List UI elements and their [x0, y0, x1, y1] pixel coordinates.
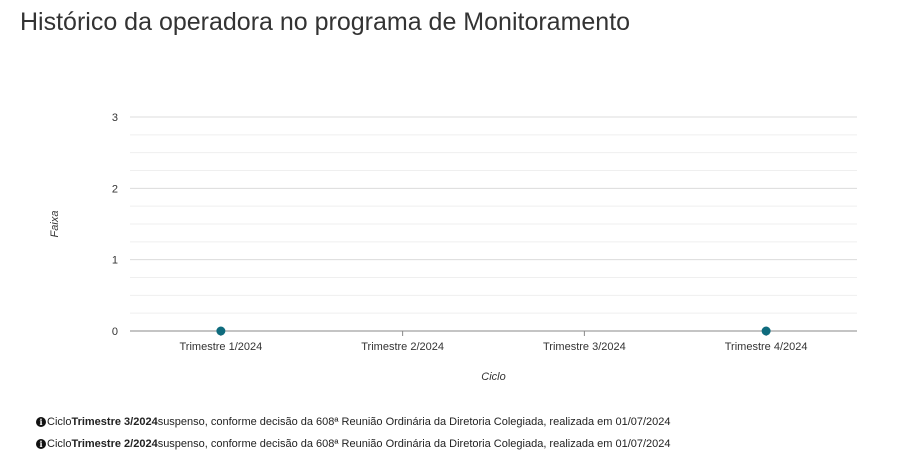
y-tick-label: 1	[112, 255, 118, 267]
note-item: i Ciclo Trimestre 2/2024 suspenso, confo…	[36, 433, 671, 455]
info-icon: i	[36, 439, 46, 449]
y-tick-label: 3	[112, 112, 118, 124]
monitoring-history-chart: 0 1 2 3 Trimestre 1/2024 Trimestre 2/2024 Trim…	[49, 112, 857, 383]
note-text: suspenso, conforme decisão da 608ª Reuni…	[157, 438, 671, 450]
y-axis-title: Faixa	[49, 211, 61, 238]
note-prefix: Ciclo	[47, 416, 72, 428]
x-tick-label: Trimestre 2/2024	[361, 341, 444, 353]
y-tick-label: 2	[112, 183, 118, 195]
page-title: Histórico da operadora no programa de Mo…	[20, 8, 631, 36]
notes-list: i Ciclo Trimestre 3/2024 suspenso, confo…	[36, 411, 671, 455]
note-cycle: Trimestre 3/2024	[71, 416, 158, 428]
x-tick-label: Trimestre 4/2024	[725, 341, 808, 353]
note-item: i Ciclo Trimestre 3/2024 suspenso, confo…	[36, 411, 671, 433]
note-text: suspenso, conforme decisão da 608ª Reuni…	[157, 416, 671, 428]
note-prefix: Ciclo	[47, 438, 72, 450]
y-tick-label: 0	[112, 326, 118, 338]
info-icon: i	[36, 417, 46, 427]
x-axis-title: Ciclo	[481, 371, 505, 383]
data-point	[761, 326, 771, 336]
data-point	[216, 326, 226, 336]
x-tick-label: Trimestre 1/2024	[180, 341, 263, 353]
x-tick-label: Trimestre 3/2024	[543, 341, 626, 353]
note-cycle: Trimestre 2/2024	[71, 438, 158, 450]
